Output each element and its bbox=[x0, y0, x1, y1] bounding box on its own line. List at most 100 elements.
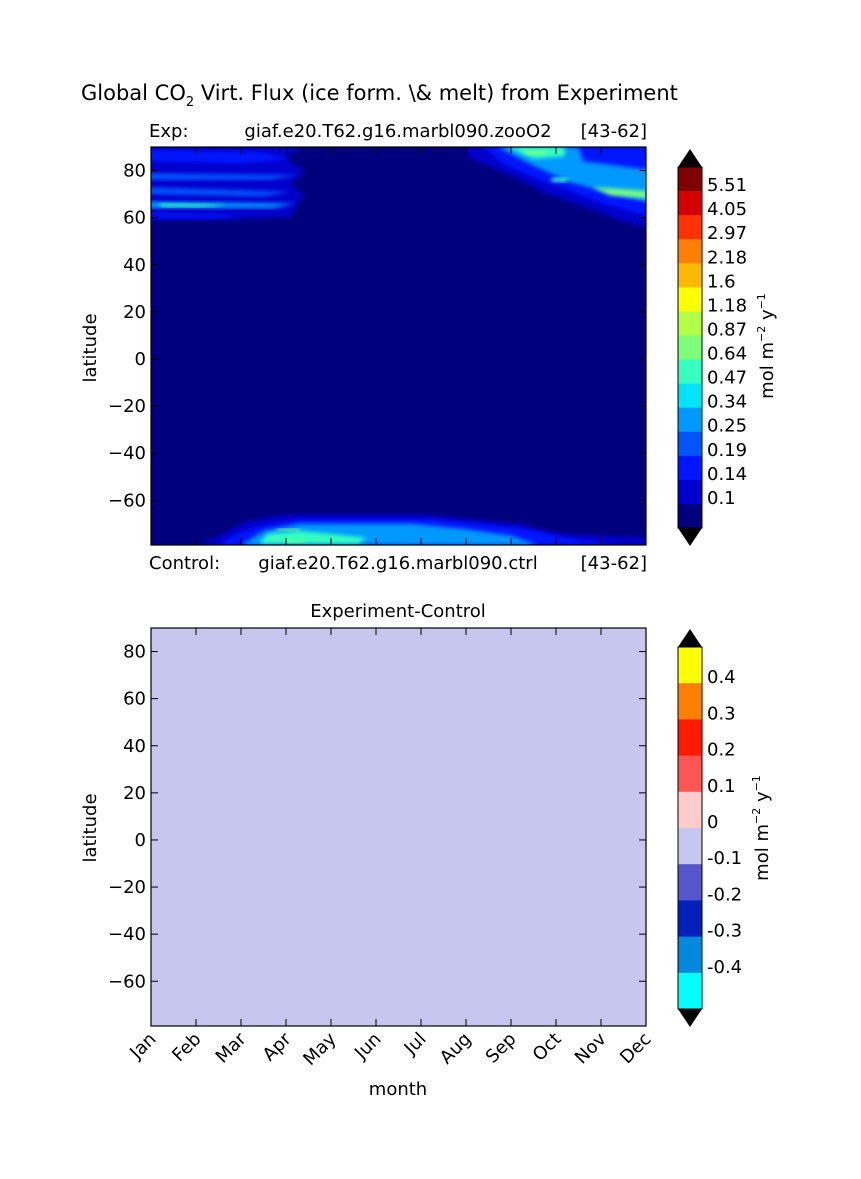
x-tick-label: Oct bbox=[529, 1029, 566, 1066]
x-axis-ticks bbox=[150, 147, 647, 545]
colorbar-label: mol m−2 y−1 bbox=[750, 775, 773, 881]
colorbar-level-label: 0.19 bbox=[707, 440, 747, 461]
colorbar-swatch bbox=[678, 972, 702, 1010]
colorbar-extend-min bbox=[678, 1009, 702, 1027]
header-left: Exp: bbox=[149, 121, 189, 142]
colorbar-level-label: 0.47 bbox=[707, 368, 747, 389]
x-tick-label: Jun bbox=[350, 1029, 385, 1064]
flux-regions bbox=[151, 147, 646, 545]
header-center: giaf.e20.T62.g16.marbl090.zooO2 bbox=[244, 121, 551, 142]
colorbar-frame bbox=[677, 166, 703, 529]
antarctic-band bbox=[286, 539, 304, 543]
footer-right: [43-62] bbox=[581, 553, 647, 574]
arctic-autumn-band bbox=[524, 150, 547, 155]
arctic-autumn-band bbox=[551, 177, 570, 183]
colorbar-extend-max bbox=[678, 629, 702, 647]
arctic-autumn-band bbox=[497, 147, 646, 202]
colorbar-level-label: 1.18 bbox=[707, 295, 747, 316]
colorbar-level-label: 0.3 bbox=[707, 703, 736, 724]
colorbar-level-label: -0.3 bbox=[707, 921, 742, 942]
colorbar-level-label: 5.51 bbox=[707, 175, 747, 196]
colorbar-level-label: 0.64 bbox=[707, 344, 747, 365]
colorbar-swatch bbox=[678, 311, 702, 336]
colorbar-swatch bbox=[678, 828, 702, 865]
colorbar-frame bbox=[677, 646, 703, 1010]
colorbar-swatch bbox=[678, 900, 702, 937]
colorbar-level-label: 2.97 bbox=[707, 223, 747, 244]
colorbar-swatch bbox=[678, 359, 702, 384]
colorbar-swatch bbox=[678, 431, 702, 457]
y-tick-label: 0 bbox=[135, 830, 146, 851]
footer-left: Control: bbox=[149, 553, 220, 574]
y-tick-label: 40 bbox=[123, 736, 146, 757]
x-tick-label: Sep bbox=[482, 1029, 521, 1068]
colorbar-level-label: 0.14 bbox=[707, 464, 747, 485]
colorbar-level-label: 0 bbox=[707, 812, 718, 833]
arctic-winter-band bbox=[151, 147, 305, 221]
colorbar-swatch bbox=[678, 791, 702, 829]
colorbar-level-label: 0.1 bbox=[707, 776, 736, 797]
y-tick-label: 60 bbox=[123, 689, 146, 710]
difference-panel: Experiment-Control 80 60 40 20 0 −20 −40 −60 Ja… bbox=[80, 601, 773, 1100]
colorbar-experiment: 5.51 4.05 2.97 2.18 1.6 1.18 0.87 0.64 0.47 0.34 0… bbox=[677, 149, 747, 546]
y-tick-label: −40 bbox=[108, 924, 146, 945]
y-tick-label: −60 bbox=[108, 971, 146, 992]
x-tick-label: Aug bbox=[436, 1029, 476, 1069]
plot-frame bbox=[150, 146, 647, 546]
colorbar-swatch bbox=[678, 455, 702, 481]
x-tick-label: Mar bbox=[212, 1028, 251, 1067]
colorbar-level-label: 0.4 bbox=[707, 667, 736, 688]
colorbar-difference: 0.4 0.3 0.2 0.1 0 -0.1 -0.2 -0.3 -0.4 bbox=[677, 629, 742, 1027]
colorbar-swatch bbox=[678, 191, 702, 216]
y-tick-label: 40 bbox=[123, 255, 146, 276]
colorbar-swatch bbox=[678, 239, 702, 264]
arctic-winter-band bbox=[151, 213, 246, 219]
colorbar-level-label: -0.1 bbox=[707, 848, 742, 869]
colorbar-swatch bbox=[678, 936, 702, 974]
colorbar-level-label: 0.2 bbox=[707, 740, 736, 761]
arctic-autumn-band bbox=[592, 187, 646, 199]
y-tick-label: −40 bbox=[108, 443, 146, 464]
colorbar-level-label: -0.2 bbox=[707, 884, 742, 905]
x-tick-label: Nov bbox=[571, 1028, 611, 1068]
y-tick-label: 20 bbox=[123, 302, 146, 323]
experiment-panel: Exp: giaf.e20.T62.g16.marbl090.zooO2 [43… bbox=[80, 121, 778, 574]
x-tick-label: Apr bbox=[259, 1028, 296, 1065]
colorbar-level-label: 0.87 bbox=[707, 319, 747, 340]
colorbar-swatch bbox=[678, 383, 702, 409]
footer-center: giaf.e20.T62.g16.marbl090.ctrl bbox=[258, 553, 537, 574]
y-axis-label: latitude bbox=[80, 313, 101, 382]
colorbar-swatch bbox=[678, 335, 702, 360]
colorbar-level-label: 0.1 bbox=[707, 488, 736, 509]
arctic-winter-band bbox=[151, 173, 300, 180]
y-tick-label: 80 bbox=[123, 161, 146, 182]
x-tick-label: Jan bbox=[125, 1029, 160, 1064]
x-tick-label: Jul bbox=[400, 1029, 431, 1060]
panel-title: Experiment-Control bbox=[310, 601, 486, 622]
colorbar-swatch bbox=[678, 647, 702, 684]
antarctic-band bbox=[277, 528, 300, 531]
y-tick-label: 60 bbox=[123, 208, 146, 229]
y-tick-label: −20 bbox=[108, 396, 146, 417]
colorbar-swatch bbox=[678, 719, 702, 756]
colorbar-extend-min bbox=[678, 528, 702, 546]
y-tick-label: 20 bbox=[123, 783, 146, 804]
colorbar-level-label: 1.6 bbox=[707, 271, 736, 292]
colorbar-swatch bbox=[678, 167, 702, 192]
colorbar-extend-max bbox=[678, 149, 702, 167]
header-right: [43-62] bbox=[581, 121, 647, 142]
y-tick-label: 80 bbox=[123, 642, 146, 663]
colorbar-swatch bbox=[678, 683, 702, 720]
y-tick-label: −20 bbox=[108, 877, 146, 898]
colorbar-level-label: 4.05 bbox=[707, 199, 747, 220]
colorbar-level-label: 0.25 bbox=[707, 416, 747, 437]
colorbar-swatch bbox=[678, 407, 702, 433]
plot-frame bbox=[150, 627, 647, 1027]
colorbar-swatch bbox=[678, 215, 702, 240]
colorbar-swatch bbox=[678, 503, 702, 529]
colorbar-level-label: 0.34 bbox=[707, 392, 747, 413]
x-tick-label: May bbox=[299, 1028, 340, 1069]
arctic-winter-band bbox=[151, 149, 291, 164]
figure-title: Global CO2 Virt. Flux (ice form. \& melt… bbox=[81, 81, 678, 110]
